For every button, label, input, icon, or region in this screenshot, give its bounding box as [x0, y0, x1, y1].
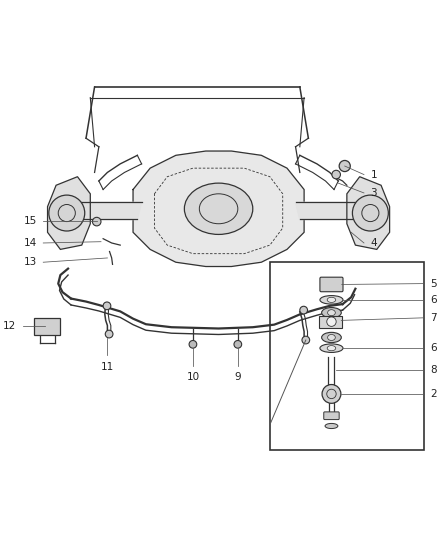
Ellipse shape	[325, 423, 338, 429]
Circle shape	[339, 160, 350, 172]
Text: 2: 2	[430, 389, 437, 399]
Ellipse shape	[328, 310, 336, 316]
Circle shape	[327, 317, 336, 326]
Polygon shape	[296, 203, 368, 220]
Ellipse shape	[321, 308, 341, 318]
Polygon shape	[133, 151, 304, 266]
Text: 11: 11	[100, 362, 113, 372]
Polygon shape	[69, 203, 141, 220]
Text: 13: 13	[24, 257, 37, 267]
Circle shape	[103, 302, 111, 310]
Circle shape	[332, 170, 340, 179]
Text: 6: 6	[430, 295, 437, 305]
Text: 3: 3	[371, 188, 377, 198]
Ellipse shape	[327, 297, 336, 302]
Text: 6: 6	[430, 343, 437, 353]
Text: 15: 15	[24, 216, 37, 226]
Circle shape	[189, 341, 197, 348]
Text: 1: 1	[371, 169, 377, 180]
Circle shape	[302, 336, 310, 344]
Text: 7: 7	[430, 313, 437, 323]
Circle shape	[234, 341, 242, 348]
Text: 12: 12	[3, 321, 16, 332]
Circle shape	[353, 195, 389, 231]
FancyBboxPatch shape	[320, 277, 343, 292]
Ellipse shape	[327, 345, 336, 351]
Ellipse shape	[320, 344, 343, 352]
Ellipse shape	[320, 296, 343, 304]
Ellipse shape	[321, 333, 341, 343]
Polygon shape	[347, 177, 390, 249]
Text: 8: 8	[430, 366, 437, 375]
Text: 4: 4	[371, 238, 377, 248]
Circle shape	[49, 195, 85, 231]
Polygon shape	[34, 318, 60, 335]
Circle shape	[92, 217, 101, 226]
Circle shape	[300, 306, 307, 314]
Circle shape	[322, 384, 341, 403]
Text: 14: 14	[24, 238, 37, 248]
Text: 9: 9	[234, 372, 241, 382]
Circle shape	[105, 330, 113, 338]
Polygon shape	[48, 177, 90, 249]
Ellipse shape	[328, 335, 336, 341]
Bar	[318, 316, 342, 328]
Text: 10: 10	[186, 372, 199, 382]
Ellipse shape	[184, 183, 253, 235]
Text: 5: 5	[430, 279, 437, 288]
Bar	[270, 262, 424, 450]
FancyBboxPatch shape	[324, 412, 339, 419]
